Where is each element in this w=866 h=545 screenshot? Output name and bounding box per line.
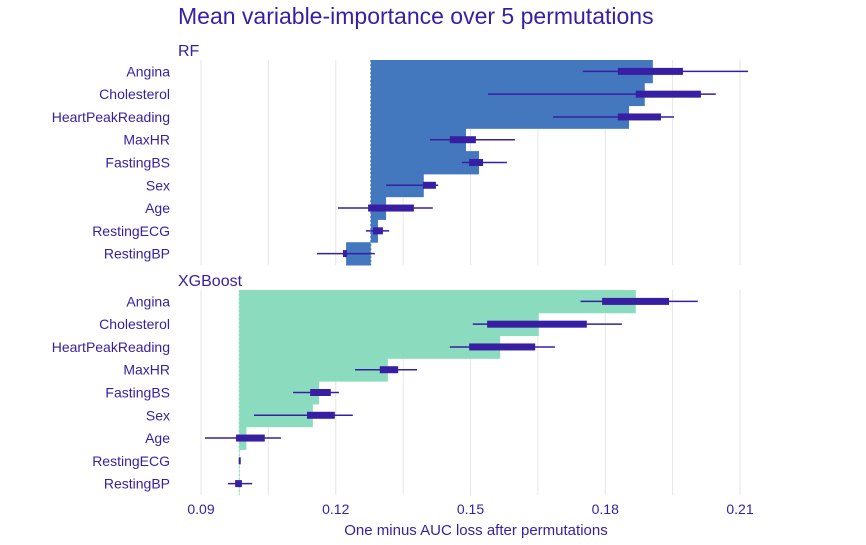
box-maxhr — [449, 136, 476, 144]
y-tick-label: Age — [145, 430, 170, 446]
bar-fastingbs — [239, 381, 320, 405]
x-tick-label: 0.09 — [187, 501, 214, 517]
box-restingecg — [373, 227, 383, 235]
box-age — [368, 204, 414, 212]
y-tick-label: RestingECG — [92, 223, 170, 239]
box-restingbp — [235, 480, 242, 488]
box-sex — [307, 411, 335, 419]
y-tick-label: Angina — [126, 63, 170, 79]
box-heartpeakreading — [617, 113, 661, 121]
x-tick-label: 0.12 — [322, 501, 349, 517]
bar-cholesterol — [239, 312, 539, 337]
panels: RF Angina Cholesterol HeartPeakReading MaxHR… — [52, 43, 749, 496]
bar-angina — [239, 290, 636, 314]
box-sex — [422, 181, 436, 189]
box-angina — [617, 67, 683, 75]
box-heartpeakreading — [469, 343, 536, 351]
chart-title: Mean variable-importance over 5 permutat… — [178, 3, 654, 29]
panel-rf: RF Angina Cholesterol HeartPeakReading MaxHR… — [52, 43, 749, 266]
bar-fastingbs — [370, 151, 480, 175]
bar-heartpeakreading — [370, 105, 630, 129]
box-cholesterol — [487, 320, 587, 328]
box-fastingbs — [310, 389, 331, 396]
y-tick-label: HeartPeakReading — [52, 109, 170, 125]
box-restingbp — [342, 250, 347, 258]
y-tick-label: FastingBS — [105, 155, 170, 171]
y-tick-label: Age — [145, 200, 170, 216]
bar-maxhr — [370, 128, 467, 152]
y-tick-label: MaxHR — [123, 362, 170, 378]
x-axis: 0.09 0.12 0.15 0.18 0.21 — [187, 501, 753, 517]
y-tick-label: Cholesterol — [99, 86, 170, 102]
panel-title: XGBoost — [178, 273, 243, 290]
y-tick-label: RestingBP — [104, 476, 170, 492]
y-tick-label: HeartPeakReading — [52, 339, 170, 355]
box-maxhr — [379, 366, 399, 374]
y-tick-label: Angina — [126, 293, 170, 309]
y-tick-label: MaxHR — [123, 132, 170, 148]
box-fastingbs — [469, 159, 484, 166]
x-tick-label: 0.15 — [457, 501, 484, 517]
panel-xgboost: XGBoost Angina Cholesterol HeartPeakReading… — [52, 273, 698, 496]
x-tick-label: 0.18 — [592, 501, 619, 517]
box-cholesterol — [635, 90, 701, 98]
box-restingecg — [238, 457, 241, 465]
y-tick-label: RestingBP — [104, 246, 170, 262]
y-tick-label: Cholesterol — [99, 316, 170, 332]
box-age — [236, 434, 265, 442]
y-tick-label: FastingBS — [105, 385, 170, 401]
y-tick-label: RestingECG — [92, 453, 170, 469]
y-tick-label: Sex — [146, 407, 170, 423]
bar-angina — [370, 60, 653, 84]
bar-maxhr — [239, 358, 388, 382]
panel-title: RF — [178, 43, 200, 60]
box-angina — [602, 297, 670, 305]
bar-heartpeakreading — [239, 335, 501, 359]
x-axis-label: One minus AUC loss after permutations — [344, 522, 607, 539]
y-tick-label: Sex — [146, 177, 170, 193]
x-tick-label: 0.21 — [726, 501, 753, 517]
